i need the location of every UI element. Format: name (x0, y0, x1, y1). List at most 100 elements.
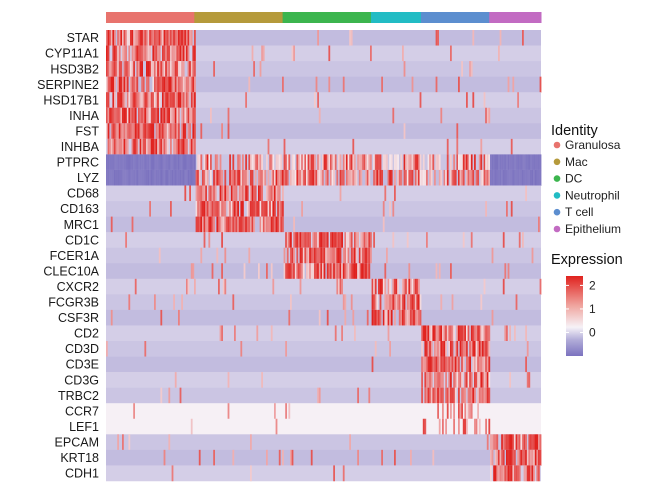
heatmap-cell (349, 30, 351, 46)
expression-legend-title: Expression (551, 252, 623, 268)
heatmap-cell (450, 45, 452, 62)
legend-label: Neutrophil (565, 188, 620, 202)
heatmap-cell (318, 263, 321, 280)
heatmap-cell (122, 123, 124, 140)
heatmap-cell (339, 278, 342, 295)
heatmap-cell (314, 169, 316, 186)
heatmap-cell (469, 403, 471, 420)
heatmap-cell (160, 169, 163, 186)
heatmap-cell (173, 61, 175, 77)
heatmap-cell (291, 154, 294, 171)
heatmap-cell (230, 216, 233, 233)
heatmap-cell (334, 325, 337, 342)
heatmap-cell (144, 107, 147, 124)
heatmap-cell (538, 465, 540, 482)
heatmap-cell (259, 216, 262, 233)
heatmap-cell (301, 169, 303, 186)
heatmap-cell (134, 107, 137, 124)
heatmap-cell (507, 154, 510, 171)
heatmap-cell (376, 169, 379, 186)
heatmap-cell (256, 201, 259, 217)
heatmap-cell (394, 449, 396, 466)
heatmap-cell (189, 30, 191, 46)
heatmap-cell (445, 325, 447, 342)
heatmap-cell (450, 169, 452, 186)
heatmap-cell (278, 185, 281, 202)
heatmap-cell (307, 154, 310, 171)
heatmap-cell (488, 107, 491, 124)
heatmap-cell (243, 185, 246, 202)
heatmap-cell (448, 341, 451, 357)
heatmap-cell (491, 169, 494, 186)
heatmap-cell (384, 278, 387, 295)
heatmap-cell (259, 169, 262, 186)
heatmap-cell (470, 232, 473, 248)
heatmap-cell (267, 169, 270, 186)
heatmap-cell (168, 387, 171, 404)
heatmap-cell (254, 201, 257, 217)
heatmap-cell (435, 263, 438, 280)
heatmap-cell (218, 216, 220, 233)
heatmap-cell (366, 263, 369, 280)
heatmap-row-bg (106, 418, 541, 435)
heatmap-cell (355, 247, 358, 264)
heatmap-cell (122, 154, 124, 171)
heatmap-cell (518, 465, 521, 482)
heatmap-cell (126, 123, 129, 140)
identity-legend-title: Identity (551, 123, 598, 139)
heatmap-cell (525, 434, 527, 451)
heatmap-cell (123, 107, 126, 124)
heatmap-cell (213, 61, 215, 77)
heatmap-cell (264, 201, 267, 217)
heatmap-cell (219, 216, 222, 233)
heatmap-cell (342, 154, 345, 171)
heatmap-cell (445, 418, 447, 435)
heatmap-cell (189, 154, 191, 171)
heatmap-cell (440, 387, 443, 404)
heatmap-cell (133, 138, 135, 155)
heatmap-cell (397, 278, 399, 295)
heatmap-cell (352, 263, 355, 280)
heatmap-cell (120, 138, 123, 155)
heatmap-cell (211, 263, 214, 280)
heatmap-cell (349, 232, 351, 248)
heatmap-cell (146, 138, 148, 155)
heatmap-cell (442, 387, 444, 404)
heatmap-cell (165, 123, 167, 140)
heatmap-cell (410, 278, 412, 295)
heatmap-cell (120, 107, 123, 124)
heatmap-cell (146, 30, 148, 46)
heatmap-cell (126, 169, 129, 186)
gene-label-lyz: LYZ (77, 171, 99, 185)
heatmap-row-lyz (106, 169, 542, 186)
heatmap-cell (270, 185, 273, 202)
heatmap-cell (485, 107, 487, 124)
heatmap-cell (394, 169, 396, 186)
heatmap-cell (208, 154, 211, 171)
heatmap-cell (432, 449, 435, 466)
heatmap-cell (189, 76, 191, 93)
heatmap-row-fcer1a (106, 247, 541, 264)
heatmap-cell (155, 154, 158, 171)
heatmap-cell (155, 123, 158, 140)
heatmap-cell (179, 61, 182, 77)
heatmap-cell (363, 154, 366, 171)
heatmap-cell (296, 263, 299, 280)
heatmap-cell (525, 325, 527, 342)
heatmap-cell (202, 185, 204, 202)
heatmap-cell (186, 107, 188, 124)
heatmap-cell (283, 169, 286, 186)
heatmap-cell (253, 185, 255, 202)
heatmap-row-bg (106, 449, 541, 466)
heatmap-cell (464, 325, 467, 342)
heatmap-cell (229, 201, 231, 217)
heatmap-cell (248, 216, 251, 233)
heatmap-cell (194, 154, 196, 171)
heatmap-cell (488, 325, 491, 342)
heatmap-cell (165, 154, 167, 171)
heatmap-cell (190, 418, 193, 435)
heatmap-cell (411, 309, 414, 326)
heatmap-cell (350, 232, 353, 248)
heatmap-cell (454, 169, 457, 186)
heatmap-cell (477, 403, 479, 420)
